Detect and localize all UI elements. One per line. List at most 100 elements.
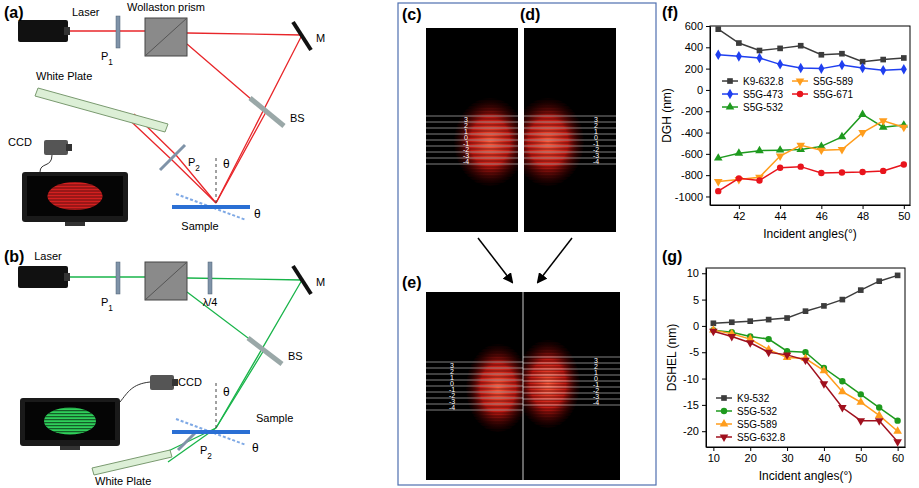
marker <box>838 132 847 139</box>
marker <box>801 358 810 365</box>
order-line <box>426 380 523 381</box>
order-line <box>524 146 616 147</box>
arrow <box>538 238 572 282</box>
legend-label: S5G-532 <box>743 102 783 113</box>
marker <box>736 175 742 181</box>
fringe <box>47 199 102 200</box>
marker <box>876 404 882 410</box>
fringe <box>466 346 523 347</box>
tick-mark <box>780 205 781 209</box>
fringe <box>454 100 518 101</box>
speckle <box>454 98 518 186</box>
label: Laser <box>34 250 62 262</box>
marker <box>875 418 884 425</box>
label-subscript: 2 <box>195 164 200 173</box>
tick-mark <box>787 447 788 451</box>
fringes <box>523 340 580 427</box>
order-line <box>524 134 616 135</box>
order-line <box>426 158 518 159</box>
fringe <box>454 169 518 170</box>
tick: 48 <box>857 205 869 222</box>
marker <box>776 154 785 161</box>
analyzer <box>178 432 196 450</box>
series-line <box>713 275 897 323</box>
legend-marker <box>726 102 735 109</box>
fringe <box>44 431 96 432</box>
beam <box>187 33 302 203</box>
camera-lens <box>66 144 72 151</box>
label-subscript: 1 <box>108 304 113 313</box>
image-c: 3210-1-2-3-4 <box>426 28 526 232</box>
fringe <box>466 370 523 371</box>
speckle <box>466 344 523 432</box>
panel-letter: (f) <box>662 4 678 21</box>
fringe <box>524 124 584 125</box>
mirror <box>293 22 311 50</box>
fringe <box>454 178 518 179</box>
tick: -800 <box>681 169 710 181</box>
fringe <box>47 196 102 197</box>
speckle <box>523 340 580 428</box>
chart: 102030405060-20-15-10-50510Incident angl… <box>662 248 906 483</box>
fringe <box>524 184 584 185</box>
tick-mark <box>713 447 714 451</box>
fringe <box>524 109 584 110</box>
fringe <box>523 393 580 394</box>
white-plate <box>35 88 168 132</box>
tick: -400 <box>681 127 710 139</box>
fringe <box>466 430 523 431</box>
marker <box>798 63 804 74</box>
plot-area <box>714 26 908 194</box>
fringe <box>454 106 518 107</box>
marker <box>860 63 866 74</box>
tick-label: -800 <box>681 169 703 181</box>
monitor-screen <box>25 402 115 440</box>
prism-edge <box>145 262 187 300</box>
fringe <box>44 413 96 414</box>
label: P2 <box>200 444 212 461</box>
fringe <box>44 422 96 423</box>
prism-edge <box>145 18 187 56</box>
legend-label: S5G-589 <box>737 419 777 430</box>
order-line <box>523 393 620 394</box>
label: P1 <box>101 296 113 313</box>
order-line <box>524 164 616 165</box>
series-line <box>713 330 897 421</box>
laser <box>18 20 68 42</box>
marker <box>735 148 744 155</box>
camera-body <box>44 140 68 155</box>
legend-label: S5G-589 <box>813 76 853 87</box>
order-line <box>523 375 620 376</box>
marker <box>715 188 721 194</box>
tick-mark <box>706 26 710 27</box>
tick-mark <box>702 431 706 432</box>
marker <box>900 125 909 132</box>
order-line <box>426 152 518 153</box>
marker <box>746 340 755 347</box>
fringe <box>466 418 523 419</box>
tick: 10 <box>708 447 720 464</box>
mirror <box>293 266 311 294</box>
order-line <box>426 116 518 117</box>
fringe <box>523 342 580 343</box>
panel-letter: (c) <box>402 6 422 23</box>
fringe <box>47 187 102 188</box>
legend-label: K9-532 <box>737 393 770 404</box>
order-line <box>523 369 620 370</box>
monitor <box>20 398 120 446</box>
marker <box>819 52 825 58</box>
tick-label: 42 <box>733 210 745 222</box>
marker <box>856 397 865 404</box>
fringe <box>454 184 518 185</box>
chart: 4244464850-1000-800-600-400-200020040060… <box>660 4 911 241</box>
fringe <box>44 425 96 426</box>
fringe <box>466 349 523 350</box>
fringe <box>523 381 580 382</box>
legend-label: S5G-473 <box>743 89 783 100</box>
label-subscript: 2 <box>207 452 212 461</box>
tick: -20 <box>683 425 706 437</box>
fringe <box>523 426 580 427</box>
marker <box>893 426 902 433</box>
fringe <box>524 172 584 173</box>
fringe <box>523 408 580 409</box>
